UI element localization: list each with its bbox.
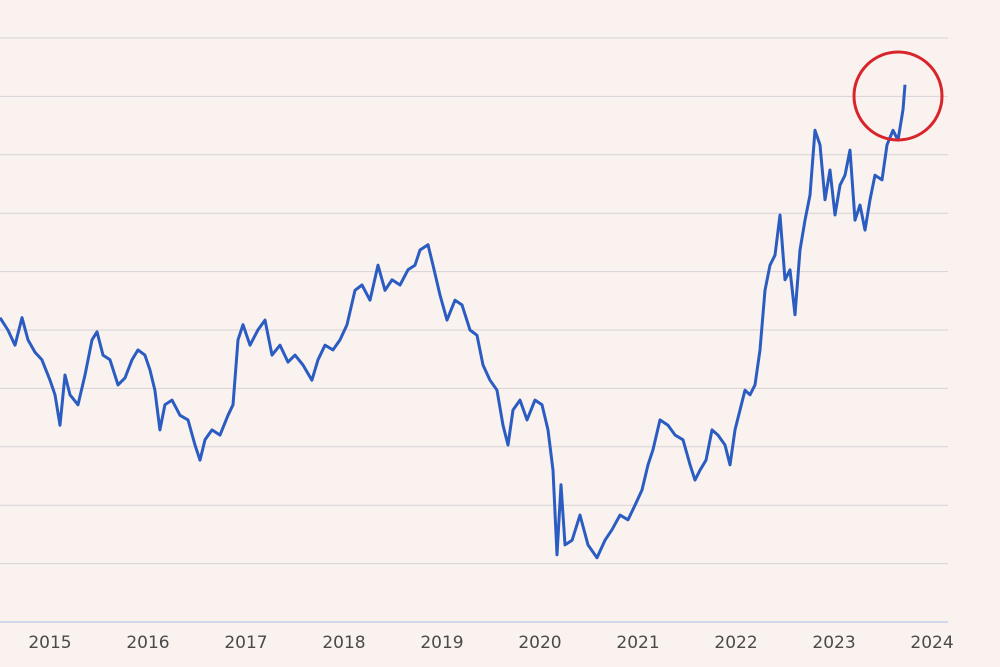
- x-tick-label: 2024: [910, 633, 953, 653]
- x-tick-label: 2019: [420, 633, 463, 653]
- highlight-circle: [852, 50, 944, 142]
- x-tick-label: 2015: [28, 633, 71, 653]
- x-tick-label: 2022: [714, 633, 757, 653]
- x-tick-label: 2021: [616, 633, 659, 653]
- x-tick-label: 2018: [322, 633, 365, 653]
- grid: 2015 2016 2017 2018 2019 2020 2021 2022 2023 2024: [0, 37, 954, 653]
- line: [0, 84, 907, 560]
- x-tick-label: 2017: [224, 633, 267, 653]
- x-tick-label: 2020: [518, 633, 561, 653]
- plot: [0, 84, 907, 560]
- x-tick-label: 2023: [812, 633, 855, 653]
- x-tick-label: 2016: [126, 633, 169, 653]
